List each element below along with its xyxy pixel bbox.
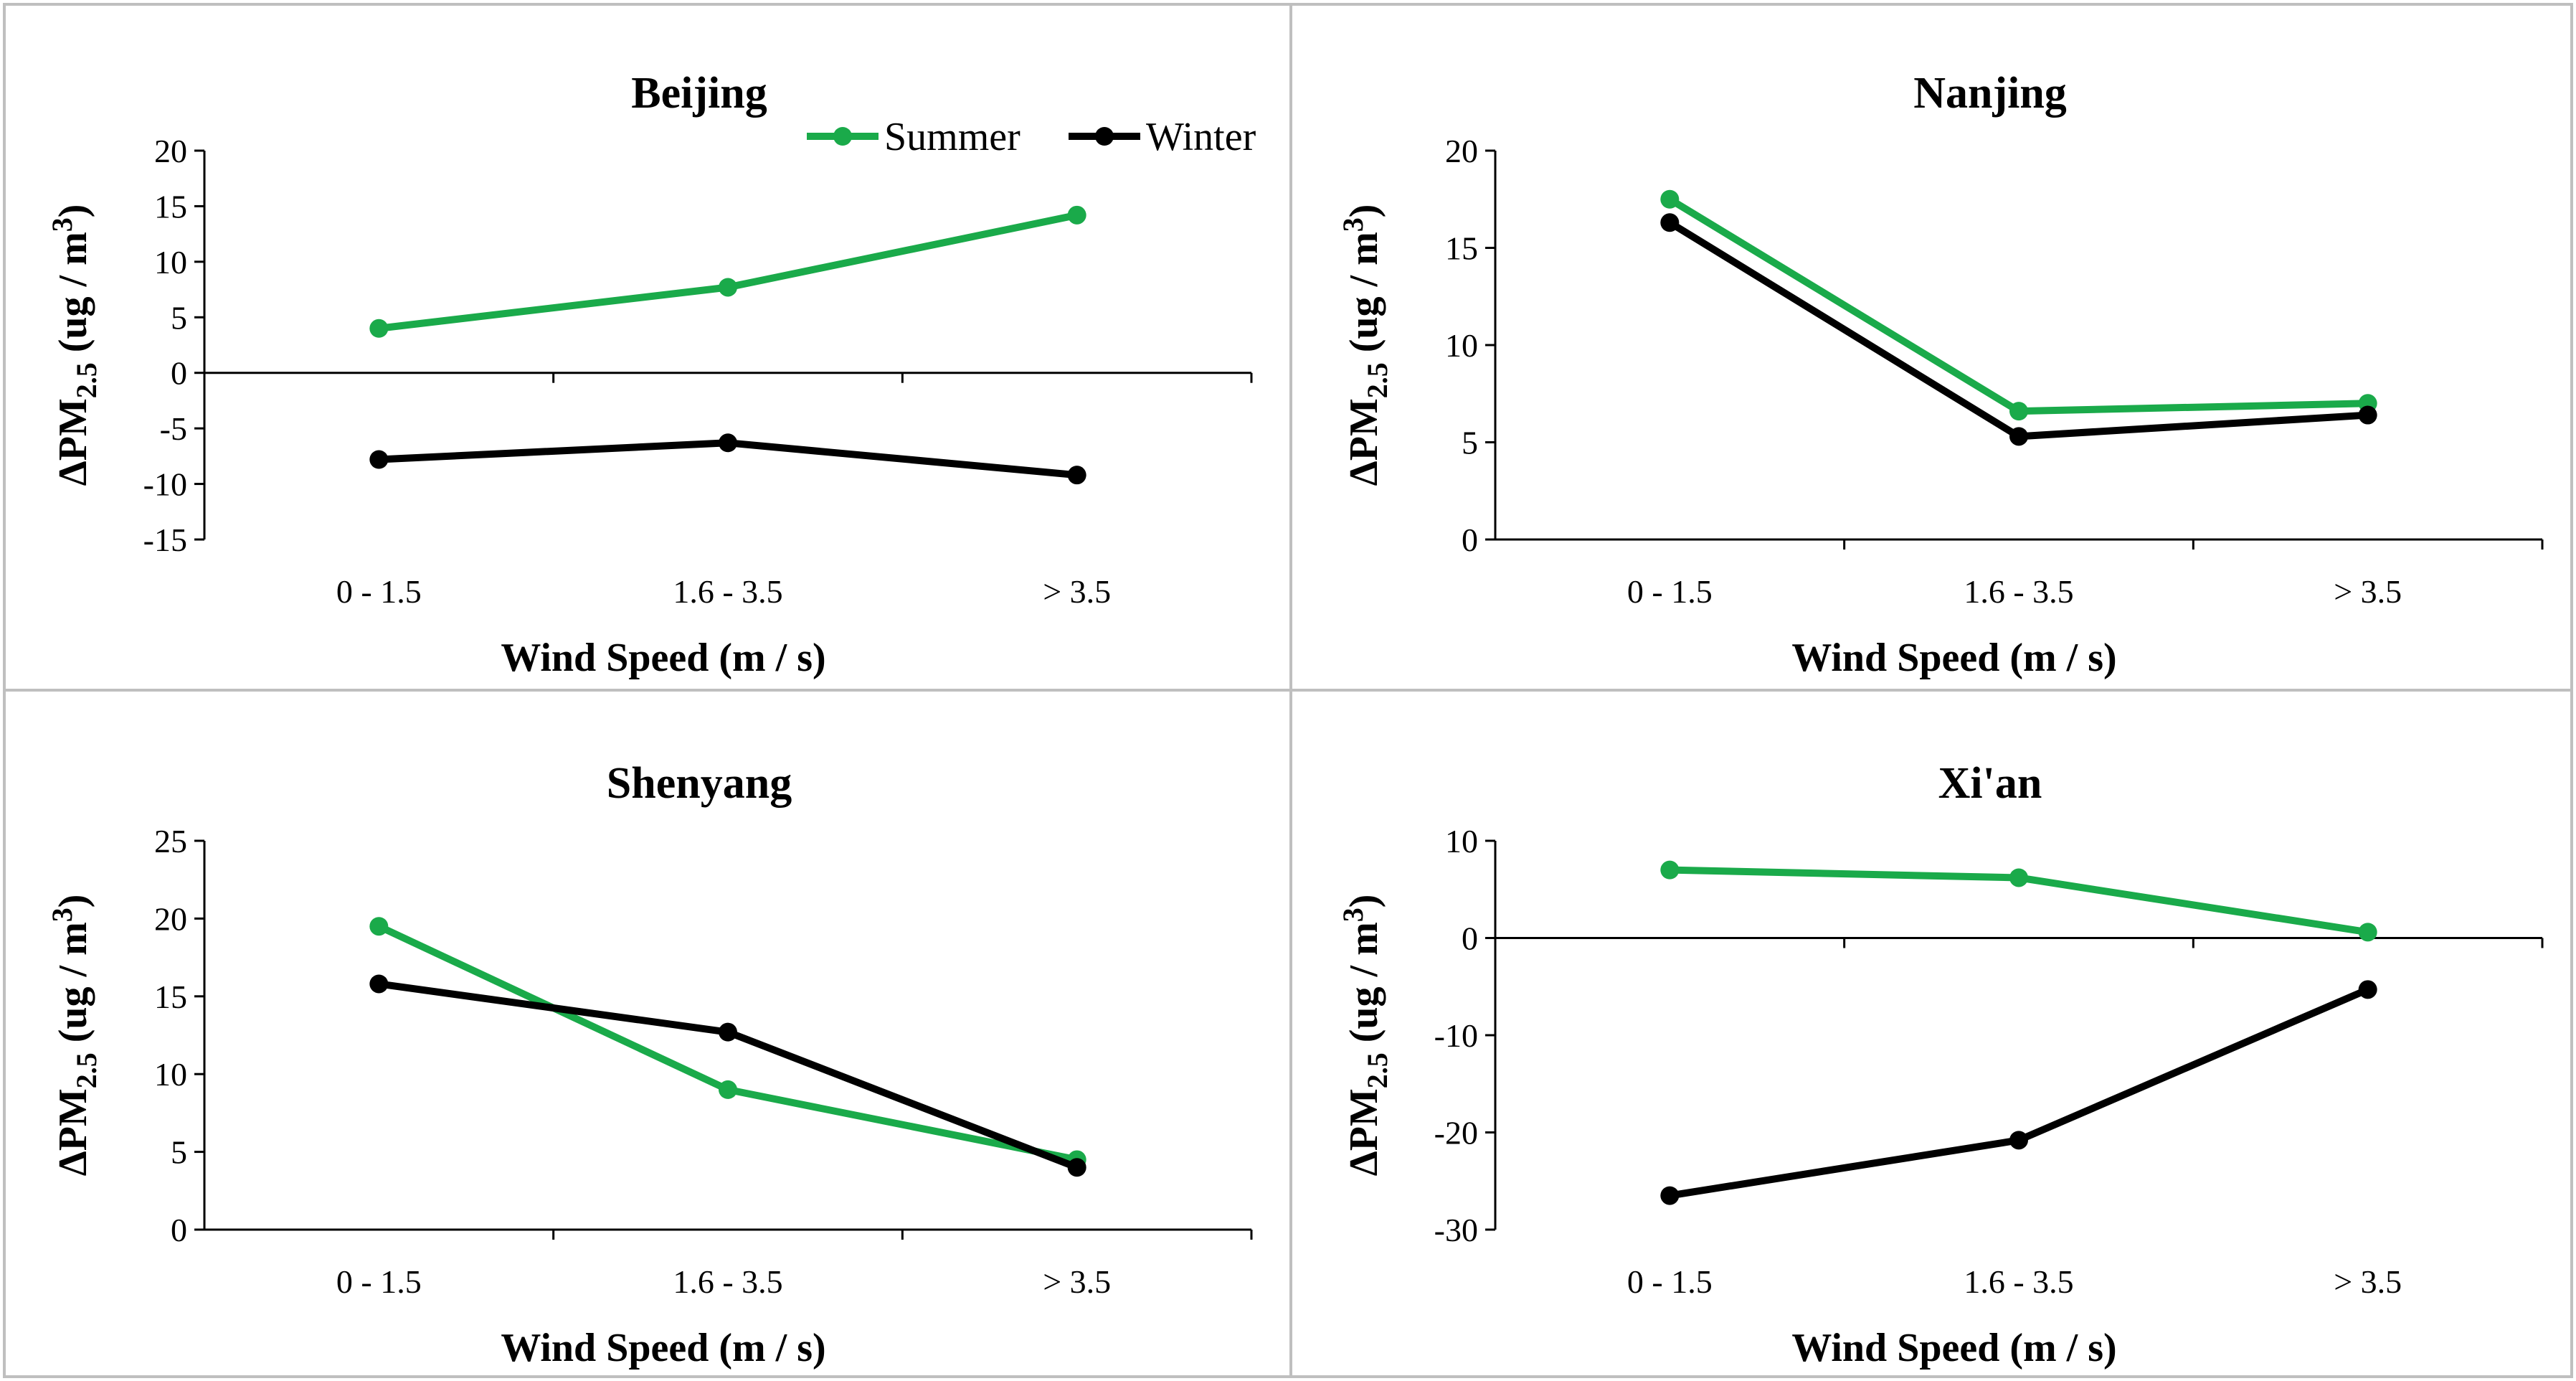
data-point-winter (2009, 427, 2028, 446)
y-axis-label: ΔPM2.5 (ug / m3) (46, 204, 103, 486)
data-point-winter (2009, 1131, 2028, 1150)
y-tick-label: 10 (154, 1056, 187, 1093)
data-point-winter (2358, 980, 2377, 999)
x-axis-label: Wind Speed (m / s) (501, 1326, 825, 1370)
data-point-winter (1067, 1158, 1086, 1177)
x-tick-label: 1.6 - 3.5 (673, 1263, 782, 1300)
x-tick-label: 0 - 1.5 (336, 573, 422, 610)
y-tick-label: 20 (154, 133, 187, 169)
y-tick-label: -20 (1434, 1115, 1478, 1151)
chart-title: Beijing (631, 69, 767, 118)
y-tick-label: 15 (154, 979, 187, 1015)
data-point-summer (1660, 860, 1680, 880)
legend: Summer Winter (807, 115, 1256, 159)
x-tick-label: > 3.5 (1043, 1263, 1111, 1300)
chart-nanjing: Nanjing 0 5 10 15 20 0 - 1.5 1.6 - 3.5 > 3.5 Wind… (1337, 69, 2544, 680)
data-point-winter (369, 974, 389, 994)
y-tick-label: 25 (154, 823, 187, 859)
y-tick-label: 10 (1445, 327, 1478, 364)
y-tick-label: 20 (154, 900, 187, 937)
data-point-summer (719, 278, 737, 297)
y-tick-label: 10 (154, 244, 187, 281)
data-point-summer (2009, 868, 2028, 887)
y-tick-label: 15 (154, 188, 187, 225)
x-tick-label: 1.6 - 3.5 (1964, 573, 2073, 610)
x-tick-label: 1.6 - 3.5 (673, 573, 782, 610)
x-axis-label: Wind Speed (m / s) (1791, 1326, 2116, 1370)
y-tick-label: -5 (160, 410, 187, 447)
x-axis-label: Wind Speed (m / s) (501, 636, 825, 680)
x-tick-label: > 3.5 (2334, 1263, 2402, 1300)
y-tick-label: -10 (1434, 1017, 1478, 1054)
data-point-summer (369, 917, 389, 936)
data-point-winter (1660, 213, 1680, 232)
y-tick-label: 10 (1445, 823, 1478, 859)
y-tick-label: 0 (1462, 920, 1478, 957)
y-tick-label: 20 (1445, 133, 1478, 169)
legend-label-summer: Summer (884, 115, 1021, 159)
data-point-winter (2358, 405, 2377, 425)
data-point-summer (1067, 205, 1086, 225)
chart-beijing: Beijing -15 -10 -5 0 5 10 15 20 0 - 1.5 1.6 - 3.5 >… (46, 69, 1256, 680)
y-tick-label: -30 (1434, 1212, 1478, 1248)
data-point-winter (1660, 1186, 1680, 1205)
series-line-summer (1667, 196, 2368, 415)
data-point-winter (369, 450, 389, 469)
data-point-winter (719, 1022, 737, 1042)
x-axis-label: Wind Speed (m / s) (1791, 636, 2116, 680)
data-point-summer (1660, 189, 1680, 209)
data-point-summer (2358, 923, 2377, 942)
data-point-winter (719, 433, 737, 453)
x-tick-label: 0 - 1.5 (1627, 1263, 1713, 1300)
legend-label-winter: Winter (1146, 115, 1256, 159)
x-tick-label: 1.6 - 3.5 (1964, 1263, 2073, 1300)
chart-title: Nanjing (1913, 69, 2067, 118)
y-tick-label: -15 (143, 522, 187, 558)
y-tick-label: 5 (171, 299, 187, 336)
y-tick-label: -10 (143, 466, 187, 503)
y-axis-label: ΔPM2.5 (ug / m3) (1337, 895, 1393, 1177)
series-line-summer (378, 211, 1078, 332)
chart-shenyang: Shenyang 0 5 10 15 20 25 0 - 1.5 1.6 - 3.5 > 3.5 W… (46, 759, 1253, 1370)
y-axis-label: ΔPM2.5 (ug / m3) (1337, 204, 1393, 486)
y-axis-label: ΔPM2.5 (ug / m3) (46, 895, 103, 1177)
y-tick-label: 0 (171, 1212, 187, 1248)
legend-marker-winter (1095, 127, 1114, 146)
y-tick-label: 0 (1462, 522, 1478, 558)
chart-title: Shenyang (607, 759, 792, 808)
x-tick-label: > 3.5 (2334, 573, 2402, 610)
x-tick-label: 0 - 1.5 (336, 1263, 422, 1300)
chart-title: Xi'an (1938, 759, 2042, 808)
x-tick-label: 0 - 1.5 (1627, 573, 1713, 610)
chart-xian: Xi'an -30 -20 -10 0 10 0 - 1.5 1.6 - 3.5 > 3.5 Wi… (1337, 759, 2544, 1370)
y-tick-label: 0 (171, 355, 187, 392)
y-tick-label: 15 (1445, 230, 1478, 267)
series-line-winter (1669, 986, 2369, 1199)
data-point-summer (369, 319, 389, 338)
y-tick-label: 5 (171, 1134, 187, 1171)
legend-marker-summer (833, 127, 852, 146)
data-point-winter (1067, 466, 1086, 485)
data-point-summer (719, 1080, 737, 1099)
y-tick-label: 5 (1462, 425, 1478, 461)
data-point-summer (2009, 402, 2028, 421)
x-tick-label: > 3.5 (1043, 573, 1111, 610)
